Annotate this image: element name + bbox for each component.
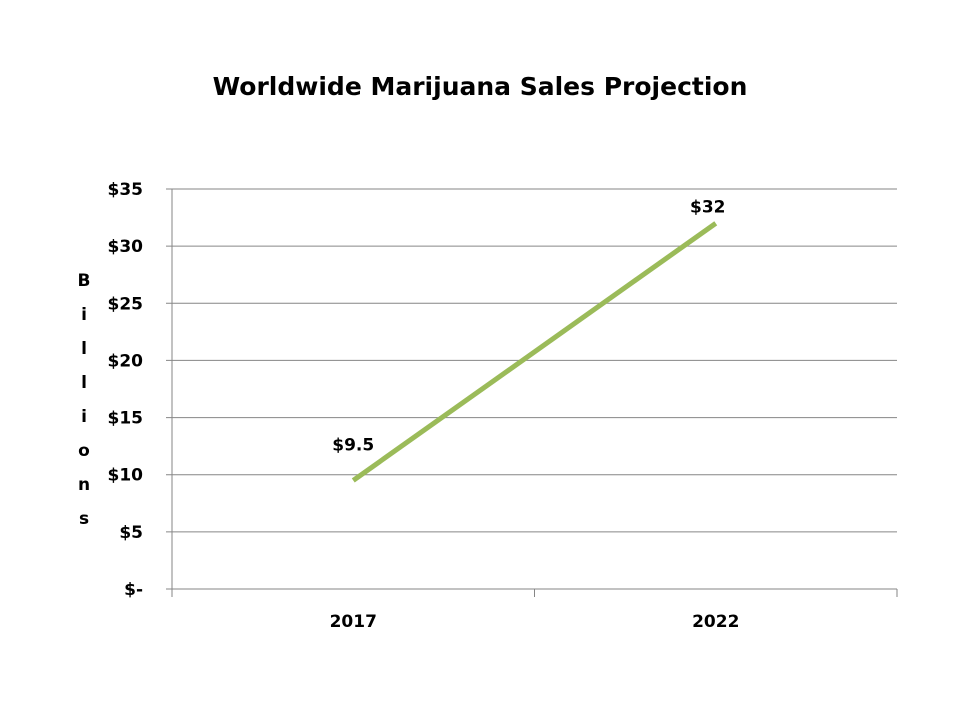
chart-title: Worldwide Marijuana Sales Projection — [212, 72, 748, 101]
y-axis-label-letter: l — [81, 373, 87, 393]
y-tick-label: $35 — [108, 180, 144, 200]
y-axis-label-letter: o — [78, 441, 90, 461]
data-label: $9.5 — [332, 435, 374, 455]
y-tick-label: $20 — [108, 351, 144, 371]
y-tick-label: $30 — [108, 237, 144, 257]
data-label: $32 — [690, 197, 726, 217]
y-tick-label: $10 — [108, 466, 144, 486]
x-tick-label: 2022 — [692, 612, 739, 632]
y-tick-label: $- — [124, 580, 143, 600]
y-axis-label-letter: n — [77, 475, 91, 495]
x-tick-label: 2017 — [330, 612, 377, 632]
y-axis-label-letter: s — [78, 509, 90, 529]
y-axis-label-letter: i — [81, 407, 87, 427]
y-axis-label-letter: l — [81, 339, 87, 359]
series-line — [351, 221, 718, 483]
y-axis-label-letter: i — [81, 305, 87, 325]
y-tick-label: $25 — [108, 294, 144, 314]
y-tick-label: $5 — [119, 523, 143, 543]
y-axis-label-letter: B — [77, 271, 91, 291]
y-tick-label: $15 — [108, 409, 144, 429]
